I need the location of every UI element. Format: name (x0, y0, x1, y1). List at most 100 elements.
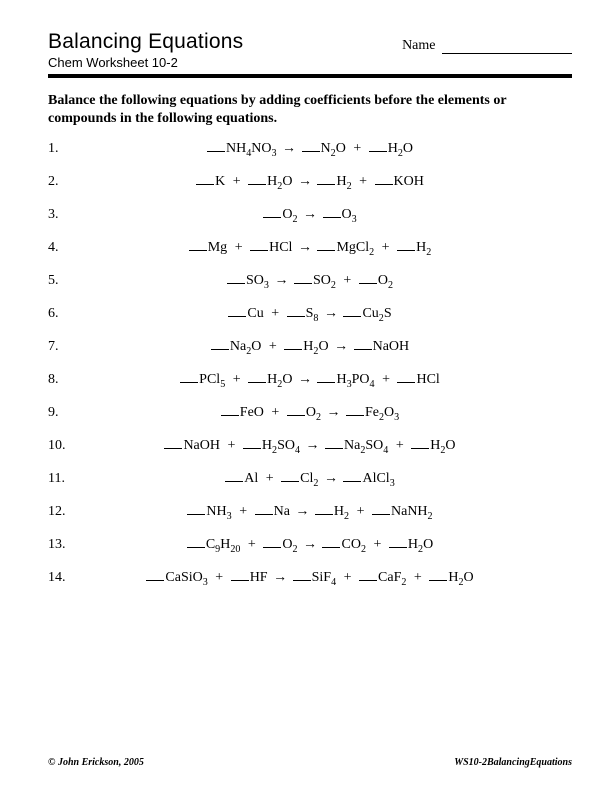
coefficient-blank[interactable] (211, 349, 229, 350)
coefficient-blank[interactable] (255, 514, 273, 515)
coefficient-blank[interactable] (389, 547, 407, 548)
problem-row: 1.NH4NO3 → N2O + H2O (48, 141, 572, 157)
coefficient-blank[interactable] (359, 283, 377, 284)
coefficient-blank[interactable] (164, 448, 182, 449)
coefficient-blank[interactable] (227, 283, 245, 284)
problem-number: 2. (48, 174, 78, 190)
instructions-text: Balance the following equations by addin… (48, 92, 572, 127)
chemical-formula: N2O (321, 141, 346, 156)
problem-row: 11.Al + Cl2 → AlCl3 (48, 471, 572, 487)
coefficient-blank[interactable] (323, 217, 341, 218)
coefficient-blank[interactable] (411, 448, 429, 449)
reaction-arrow: → (292, 240, 317, 255)
coefficient-blank[interactable] (294, 283, 312, 284)
plus-sign: + (374, 240, 397, 255)
coefficient-blank[interactable] (397, 250, 415, 251)
coefficient-blank[interactable] (369, 151, 387, 152)
coefficient-blank[interactable] (287, 415, 305, 416)
coefficient-blank[interactable] (343, 481, 361, 482)
coefficient-blank[interactable] (228, 316, 246, 317)
plus-sign: + (349, 504, 372, 519)
problem-row: 7.Na2O + H2O → NaOH (48, 339, 572, 355)
coefficient-blank[interactable] (189, 250, 207, 251)
name-blank-line[interactable] (442, 53, 572, 54)
coefficient-blank[interactable] (207, 151, 225, 152)
coefficient-blank[interactable] (146, 580, 164, 581)
coefficient-blank[interactable] (287, 316, 305, 317)
chemical-formula: O2 (282, 207, 297, 222)
coefficient-blank[interactable] (317, 250, 335, 251)
coefficient-blank[interactable] (317, 184, 335, 185)
plus-sign: + (261, 339, 284, 354)
problem-equation: Mg + HCl → MgCl2 + H2 (78, 240, 572, 256)
coefficient-blank[interactable] (325, 448, 343, 449)
problem-equation: NH4NO3 → N2O + H2O (78, 141, 572, 157)
chemical-formula: O3 (342, 207, 357, 222)
plus-sign: + (232, 504, 255, 519)
coefficient-blank[interactable] (302, 151, 320, 152)
coefficient-blank[interactable] (284, 349, 302, 350)
problem-number: 3. (48, 207, 78, 223)
coefficient-blank[interactable] (250, 250, 268, 251)
plus-sign: + (220, 438, 243, 453)
problem-number: 5. (48, 273, 78, 289)
coefficient-blank[interactable] (372, 514, 390, 515)
coefficient-blank[interactable] (343, 316, 361, 317)
reaction-arrow: → (298, 207, 323, 222)
problem-row: 4.Mg + HCl → MgCl2 + H2 (48, 240, 572, 256)
coefficient-blank[interactable] (263, 547, 281, 548)
problem-equation: CaSiO3 + HF → SiF4 + CaF2 + H2O (78, 570, 572, 586)
plus-sign: + (375, 372, 398, 387)
footer-copyright: © John Erickson, 2005 (48, 757, 144, 768)
coefficient-blank[interactable] (375, 184, 393, 185)
chemical-formula: Mg (208, 240, 227, 255)
coefficient-blank[interactable] (317, 382, 335, 383)
chemical-formula: O2 (378, 273, 393, 288)
coefficient-blank[interactable] (281, 481, 299, 482)
coefficient-blank[interactable] (243, 448, 261, 449)
coefficient-blank[interactable] (187, 547, 205, 548)
chemical-formula: NaNH2 (391, 504, 433, 519)
coefficient-blank[interactable] (263, 217, 281, 218)
problem-number: 11. (48, 471, 78, 487)
chemical-formula: Na2SO4 (344, 438, 388, 453)
coefficient-blank[interactable] (187, 514, 205, 515)
coefficient-blank[interactable] (225, 481, 243, 482)
problem-row: 8.PCl5 + H2O → H3PO4 + HCl (48, 372, 572, 388)
chemical-formula: MgCl2 (336, 240, 374, 255)
problem-number: 1. (48, 141, 78, 157)
problem-list: 1.NH4NO3 → N2O + H2O2.K + H2O → H2 + KOH… (48, 141, 572, 586)
chemical-formula: NH4NO3 (226, 141, 277, 156)
coefficient-blank[interactable] (429, 580, 447, 581)
reaction-arrow: → (268, 570, 293, 585)
plus-sign: + (346, 141, 369, 156)
coefficient-blank[interactable] (397, 382, 415, 383)
coefficient-blank[interactable] (248, 382, 266, 383)
chemical-formula: FeO (240, 405, 264, 420)
chemical-formula: Cl2 (300, 471, 318, 486)
coefficient-blank[interactable] (196, 184, 214, 185)
chemical-formula: HF (250, 570, 268, 585)
coefficient-blank[interactable] (248, 184, 266, 185)
coefficient-blank[interactable] (293, 580, 311, 581)
coefficient-blank[interactable] (346, 415, 364, 416)
chemical-formula: Na2O (230, 339, 262, 354)
problem-number: 8. (48, 372, 78, 388)
reaction-arrow: → (297, 537, 322, 552)
coefficient-blank[interactable] (359, 580, 377, 581)
problem-number: 10. (48, 438, 78, 454)
problem-row: 10.NaOH + H2SO4 → Na2SO4 + H2O (48, 438, 572, 454)
page-title: Balancing Equations (48, 30, 243, 54)
coefficient-blank[interactable] (231, 580, 249, 581)
plus-sign: + (336, 570, 359, 585)
coefficient-blank[interactable] (354, 349, 372, 350)
chemical-formula: HCl (269, 240, 292, 255)
coefficient-blank[interactable] (315, 514, 333, 515)
chemical-formula: AlCl3 (362, 471, 394, 486)
coefficient-blank[interactable] (180, 382, 198, 383)
plus-sign: + (225, 372, 248, 387)
chemical-formula: C9H20 (206, 537, 241, 552)
coefficient-blank[interactable] (221, 415, 239, 416)
coefficient-blank[interactable] (322, 547, 340, 548)
plus-sign: + (406, 570, 429, 585)
